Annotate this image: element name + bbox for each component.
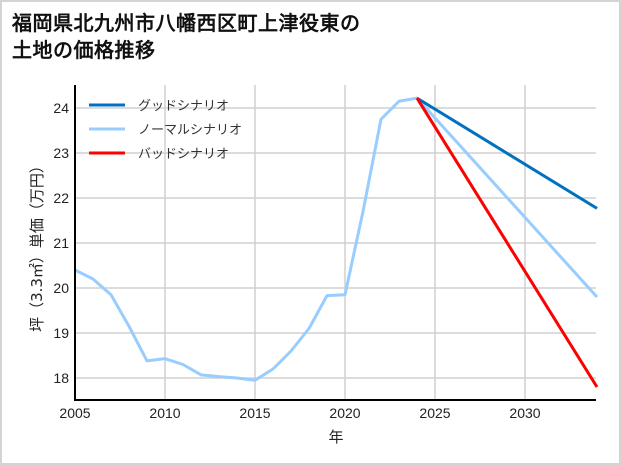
tick-labels: 2005 2010 2015 2020 2025 2030 18 19 20 21 22 23 24 [53, 100, 540, 421]
title-line-2: 土地の価格推移 [12, 38, 156, 62]
x-tick-label: 2005 [59, 405, 90, 421]
legend-label: バッドシナリオ [138, 147, 229, 162]
y-tick-label: 20 [53, 280, 69, 296]
x-tick-label: 2010 [149, 405, 180, 421]
legend-label: ノーマルシナリオ [138, 123, 242, 138]
y-tick-label: 19 [53, 325, 69, 341]
legend-label: グッドシナリオ [138, 99, 229, 114]
axes [74, 85, 596, 401]
x-tick-label: 2020 [329, 405, 360, 421]
y-tick-label: 21 [53, 235, 69, 251]
y-tick-label: 23 [53, 145, 69, 161]
x-axis-label: 年 [328, 428, 343, 446]
y-tick-label: 22 [53, 190, 69, 206]
series-line [416, 96, 598, 210]
y-tick-label: 18 [53, 370, 69, 386]
title-line-1: 福岡県北九州市八幡西区町上津役東の [12, 11, 361, 35]
chart-title: 福岡県北九州市八幡西区町上津役東の 土地の価格推移 [12, 10, 361, 64]
series-line [74, 96, 599, 382]
x-tick-label: 2025 [419, 405, 450, 421]
series-line [415, 97, 599, 388]
y-tick-label: 24 [53, 100, 69, 116]
y-axis-label: 坪（3.3㎡）単価（万円） [28, 158, 46, 332]
x-tick-label: 2030 [509, 405, 540, 421]
x-tick-label: 2015 [239, 405, 270, 421]
data-series [74, 96, 599, 388]
